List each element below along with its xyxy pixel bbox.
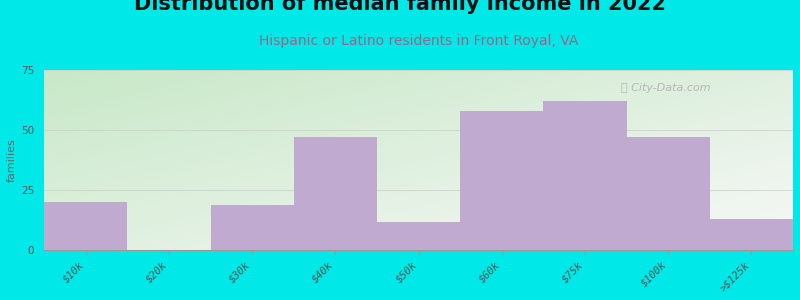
Bar [210,205,294,250]
Bar [543,101,626,250]
Bar [710,219,793,250]
Bar [294,137,377,250]
Bar [44,202,127,250]
Text: ⓘ City-Data.com: ⓘ City-Data.com [621,82,710,92]
Text: Distribution of median family income in 2022: Distribution of median family income in … [134,0,666,14]
Bar [377,222,460,250]
Bar [626,137,710,250]
Y-axis label: families: families [7,138,17,182]
Bar [460,111,543,250]
Title: Hispanic or Latino residents in Front Royal, VA: Hispanic or Latino residents in Front Ro… [259,34,578,48]
